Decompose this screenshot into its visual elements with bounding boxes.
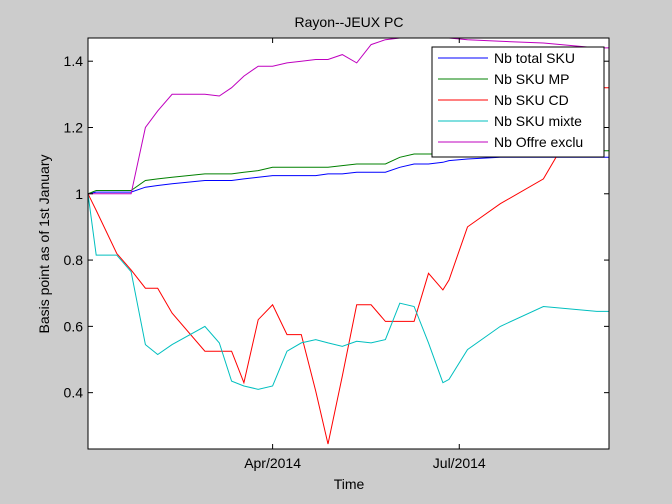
y-tick-label: 0.4 <box>64 385 84 401</box>
y-tick-label: 0.8 <box>64 252 84 268</box>
y-tick-label: 1 <box>75 186 83 202</box>
legend-entry: Nb SKU MP <box>494 71 569 87</box>
legend: Nb total SKU Nb SKU MP Nb SKU CD Nb SKU mix… <box>431 46 605 158</box>
y-tick-label: 1.2 <box>64 119 84 135</box>
y-tick-label: 1.4 <box>64 53 84 69</box>
y-axis-label: Basis point as of 1st January <box>36 155 52 334</box>
series-line-1 <box>88 156 609 195</box>
series-line-3 <box>88 87 609 445</box>
series-layer <box>88 38 609 445</box>
axis-ticks: 0.4 0.6 0.8 1 1.2 1.4 Apr/2014 Jul/2014 <box>64 38 609 471</box>
x-tick-label: Apr/2014 <box>244 455 301 471</box>
legend-entry: Nb total SKU <box>494 50 575 66</box>
x-axis-label: Time <box>334 476 365 492</box>
plot-frame <box>87 37 610 450</box>
x-tick-label: Jul/2014 <box>433 455 486 471</box>
series-line-4 <box>88 193 609 390</box>
y-tick-label: 0.6 <box>64 318 84 334</box>
chart-title: Rayon--JEUX PC <box>295 14 404 30</box>
series-line-5 <box>88 38 609 195</box>
legend-entry: Nb Offre exclu <box>494 134 583 150</box>
legend-entry: Nb SKU mixte <box>494 113 582 129</box>
legend-box <box>431 46 605 158</box>
legend-entry: Nb SKU CD <box>494 92 569 108</box>
